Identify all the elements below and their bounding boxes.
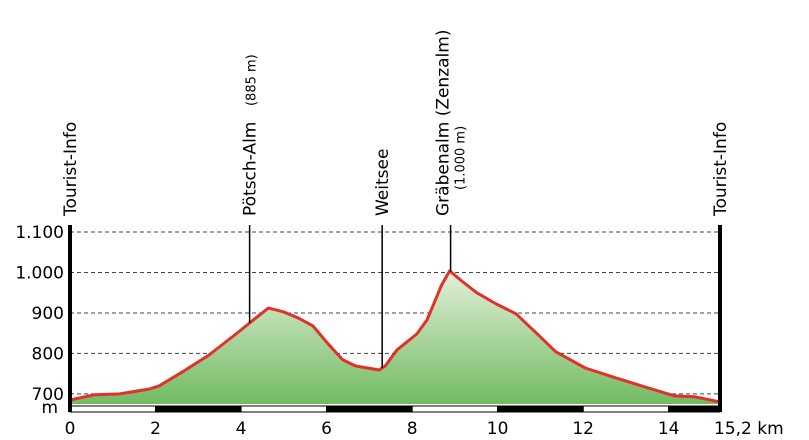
marker-label: Pötsch-Alm [241, 122, 261, 216]
y-tick-label: 1.000 [15, 263, 64, 283]
x-tick-label: 6 [321, 419, 332, 439]
scale-segment [497, 405, 584, 413]
x-tick-label: 8 [407, 419, 418, 439]
elevation-area [70, 270, 720, 404]
scale-segment [155, 405, 242, 413]
marker-label: Tourist-Info [61, 122, 81, 217]
scale-segment [240, 405, 328, 413]
y-tick-label: 800 [32, 344, 64, 364]
y-tick-label: 900 [32, 304, 64, 324]
scale-segment [411, 405, 499, 413]
scale-segment [326, 405, 413, 413]
x-tick-label: 15,2 km [714, 419, 784, 439]
x-tick-label: 4 [236, 419, 247, 439]
x-tick-label: 12 [572, 419, 594, 439]
marker-note: (1.000 m) [454, 126, 469, 190]
x-tick-label: 0 [65, 419, 76, 439]
scale-segment [582, 405, 670, 413]
x-tick-label: 2 [150, 419, 161, 439]
marker-note: (885 m) [245, 54, 260, 106]
y-tick-label: 1.100 [15, 223, 64, 243]
x-tick-label: 14 [658, 419, 680, 439]
x-tick-label: 10 [487, 419, 509, 439]
y-tick-label: 700 [32, 385, 64, 405]
scale-segment [668, 405, 721, 413]
y-unit-label: m [41, 398, 58, 418]
marker-label: Gräbenalm (Zenzalm) [434, 30, 454, 216]
scale-segment [69, 405, 157, 413]
marker-label: Weitsee [373, 149, 393, 216]
elevation-line [69, 269, 721, 404]
marker-label: Tourist-Info [711, 122, 731, 217]
